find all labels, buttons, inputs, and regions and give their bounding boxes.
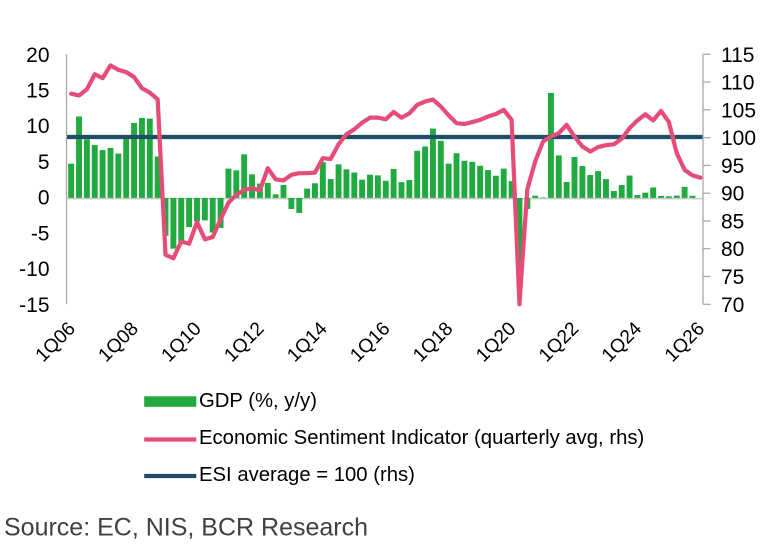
svg-text:Economic Sentiment Indicator (: Economic Sentiment Indicator (quarterly …	[199, 427, 644, 449]
svg-text:0: 0	[38, 187, 50, 210]
svg-text:-10: -10	[19, 258, 49, 281]
svg-text:80: 80	[721, 238, 744, 261]
svg-text:100: 100	[721, 127, 756, 150]
svg-text:110: 110	[721, 72, 754, 95]
svg-text:105: 105	[721, 99, 756, 122]
svg-text:10: 10	[26, 115, 49, 138]
svg-text:70: 70	[721, 294, 744, 317]
svg-text:-15: -15	[19, 294, 49, 317]
svg-text:85: 85	[721, 210, 744, 233]
svg-text:Source: EC, NIS, BCR Research: Source: EC, NIS, BCR Research	[4, 514, 368, 542]
svg-text:GDP (%, y/y): GDP (%, y/y)	[199, 390, 317, 412]
svg-text:90: 90	[721, 183, 744, 206]
svg-text:75: 75	[721, 266, 744, 289]
svg-text:115: 115	[721, 44, 754, 67]
svg-text:5: 5	[38, 151, 50, 174]
svg-text:-5: -5	[31, 222, 50, 245]
svg-text:15: 15	[26, 80, 49, 103]
svg-text:95: 95	[721, 155, 744, 178]
svg-text:ESI average = 100 (rhs): ESI average = 100 (rhs)	[199, 464, 415, 486]
svg-text:20: 20	[26, 44, 49, 67]
